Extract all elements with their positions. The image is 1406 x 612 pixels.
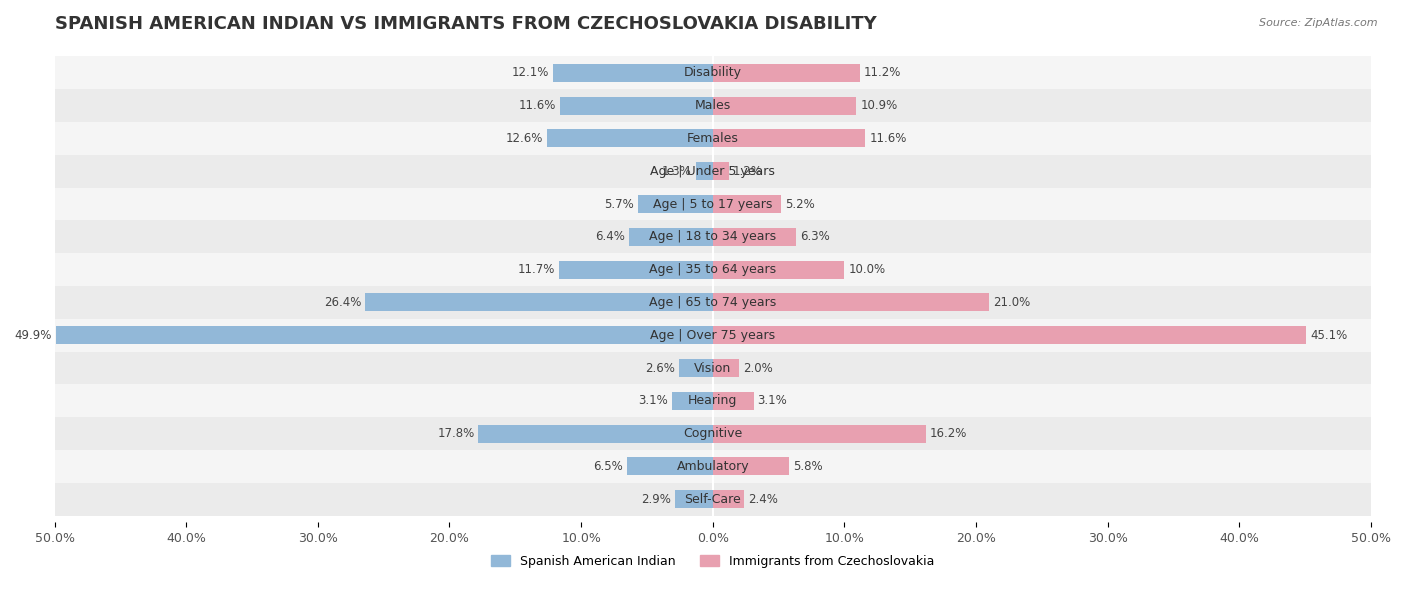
Bar bbox=[696, 162, 713, 180]
Bar bbox=[713, 490, 744, 509]
Text: 11.6%: 11.6% bbox=[869, 132, 907, 145]
Bar bbox=[55, 253, 1371, 286]
Bar bbox=[366, 293, 713, 312]
Bar bbox=[55, 319, 1371, 352]
Text: Self-Care: Self-Care bbox=[685, 493, 741, 506]
Bar bbox=[55, 417, 1371, 450]
Bar bbox=[713, 64, 860, 82]
Bar bbox=[55, 286, 1371, 319]
Bar bbox=[560, 97, 713, 114]
Bar bbox=[713, 359, 740, 377]
Bar bbox=[547, 129, 713, 147]
Text: 10.9%: 10.9% bbox=[860, 99, 897, 112]
Bar bbox=[713, 228, 796, 246]
Text: 2.4%: 2.4% bbox=[748, 493, 778, 506]
Text: Age | Over 75 years: Age | Over 75 years bbox=[650, 329, 775, 341]
Text: 3.1%: 3.1% bbox=[638, 394, 668, 408]
Bar bbox=[713, 195, 782, 213]
Text: 6.4%: 6.4% bbox=[595, 230, 624, 244]
Text: 45.1%: 45.1% bbox=[1310, 329, 1348, 341]
Text: 17.8%: 17.8% bbox=[437, 427, 474, 440]
Bar bbox=[55, 450, 1371, 483]
Text: 5.7%: 5.7% bbox=[605, 198, 634, 211]
Text: Cognitive: Cognitive bbox=[683, 427, 742, 440]
Bar bbox=[558, 261, 713, 278]
Text: 5.2%: 5.2% bbox=[785, 198, 815, 211]
Bar bbox=[55, 384, 1371, 417]
Bar bbox=[713, 326, 1306, 345]
Text: Age | 5 to 17 years: Age | 5 to 17 years bbox=[654, 198, 772, 211]
Text: Females: Females bbox=[688, 132, 738, 145]
Bar bbox=[713, 97, 856, 114]
Text: 11.2%: 11.2% bbox=[865, 66, 901, 80]
Bar bbox=[713, 425, 927, 442]
Text: 1.3%: 1.3% bbox=[662, 165, 692, 177]
Text: 49.9%: 49.9% bbox=[14, 329, 52, 341]
Text: 2.9%: 2.9% bbox=[641, 493, 671, 506]
Bar bbox=[56, 326, 713, 345]
Text: Disability: Disability bbox=[683, 66, 742, 80]
Bar bbox=[713, 457, 789, 476]
Bar bbox=[55, 56, 1371, 89]
Bar bbox=[713, 392, 754, 410]
Bar bbox=[55, 220, 1371, 253]
Text: 21.0%: 21.0% bbox=[993, 296, 1031, 309]
Bar bbox=[675, 490, 713, 509]
Text: 2.6%: 2.6% bbox=[645, 362, 675, 375]
Bar bbox=[627, 457, 713, 476]
Text: 3.1%: 3.1% bbox=[758, 394, 787, 408]
Bar bbox=[554, 64, 713, 82]
Bar bbox=[628, 228, 713, 246]
Bar bbox=[713, 162, 728, 180]
Text: Hearing: Hearing bbox=[688, 394, 738, 408]
Text: Age | Under 5 years: Age | Under 5 years bbox=[651, 165, 775, 177]
Text: 6.5%: 6.5% bbox=[593, 460, 623, 473]
Text: 11.7%: 11.7% bbox=[517, 263, 555, 276]
Text: 12.6%: 12.6% bbox=[506, 132, 543, 145]
Text: 11.6%: 11.6% bbox=[519, 99, 557, 112]
Text: Age | 65 to 74 years: Age | 65 to 74 years bbox=[650, 296, 776, 309]
Bar bbox=[478, 425, 713, 442]
Legend: Spanish American Indian, Immigrants from Czechoslovakia: Spanish American Indian, Immigrants from… bbox=[486, 550, 939, 573]
Text: 12.1%: 12.1% bbox=[512, 66, 550, 80]
Bar bbox=[55, 352, 1371, 384]
Bar bbox=[55, 89, 1371, 122]
Text: 2.0%: 2.0% bbox=[742, 362, 773, 375]
Text: Ambulatory: Ambulatory bbox=[676, 460, 749, 473]
Bar bbox=[713, 129, 866, 147]
Bar bbox=[55, 155, 1371, 188]
Text: SPANISH AMERICAN INDIAN VS IMMIGRANTS FROM CZECHOSLOVAKIA DISABILITY: SPANISH AMERICAN INDIAN VS IMMIGRANTS FR… bbox=[55, 15, 876, 33]
Text: 16.2%: 16.2% bbox=[929, 427, 967, 440]
Text: 6.3%: 6.3% bbox=[800, 230, 830, 244]
Bar bbox=[55, 483, 1371, 516]
Text: Source: ZipAtlas.com: Source: ZipAtlas.com bbox=[1260, 18, 1378, 28]
Bar bbox=[679, 359, 713, 377]
Bar bbox=[55, 188, 1371, 220]
Bar bbox=[672, 392, 713, 410]
Text: Vision: Vision bbox=[695, 362, 731, 375]
Text: Males: Males bbox=[695, 99, 731, 112]
Bar bbox=[638, 195, 713, 213]
Text: 26.4%: 26.4% bbox=[323, 296, 361, 309]
Text: 10.0%: 10.0% bbox=[848, 263, 886, 276]
Text: Age | 18 to 34 years: Age | 18 to 34 years bbox=[650, 230, 776, 244]
Bar bbox=[713, 261, 845, 278]
Text: 5.8%: 5.8% bbox=[793, 460, 823, 473]
Bar bbox=[55, 122, 1371, 155]
Text: Age | 35 to 64 years: Age | 35 to 64 years bbox=[650, 263, 776, 276]
Bar bbox=[713, 293, 990, 312]
Text: 1.2%: 1.2% bbox=[733, 165, 762, 177]
